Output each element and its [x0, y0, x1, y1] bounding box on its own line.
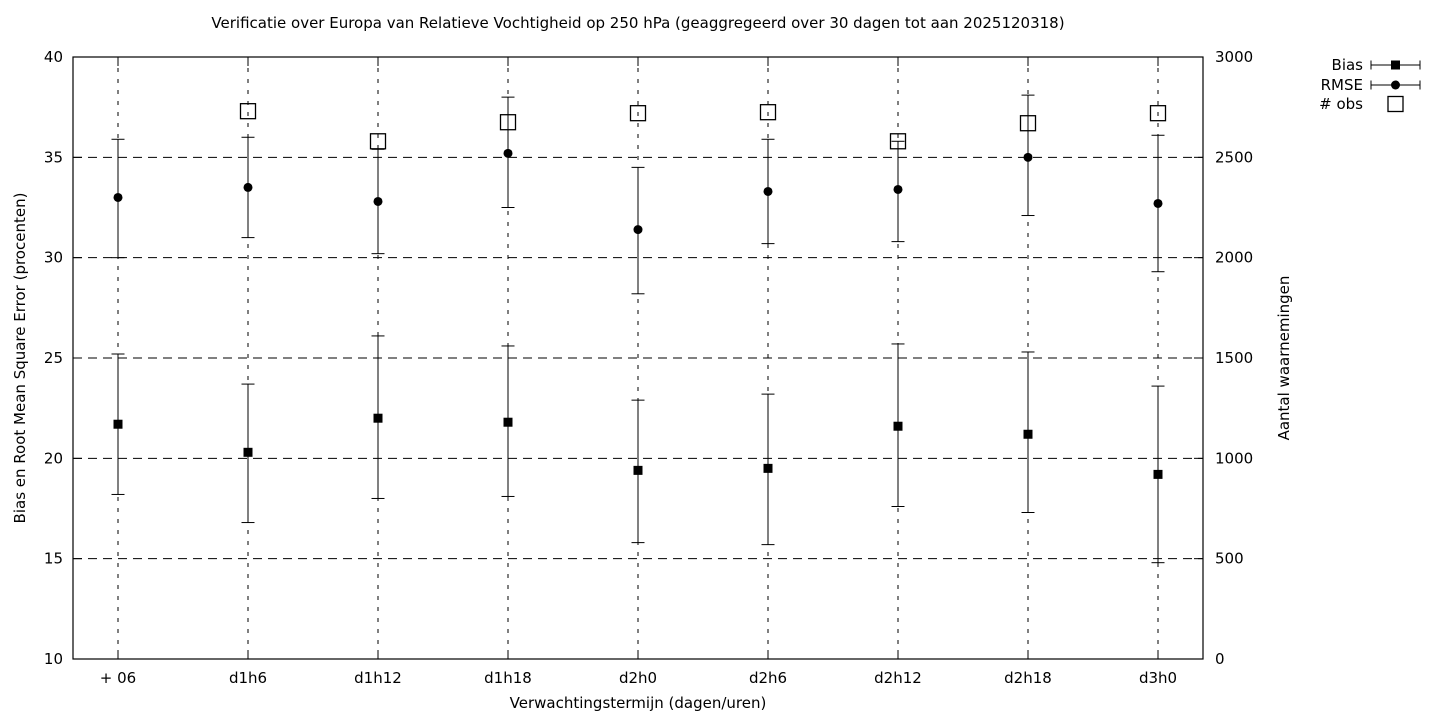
- x-tick-label: d2h0: [619, 669, 657, 687]
- rmse-marker: [893, 184, 903, 194]
- y-tick-label-right: 1000: [1215, 449, 1253, 467]
- obs-marker: [1149, 105, 1167, 122]
- x-tick-label: d2h18: [1004, 669, 1052, 687]
- obs-marker: [369, 133, 387, 150]
- y-tick-label-left: 20: [44, 449, 63, 467]
- y-tick-label-left: 30: [44, 249, 63, 267]
- bias-marker: [893, 421, 903, 431]
- x-tick-label: d2h12: [874, 669, 922, 687]
- legend-label-rmse: RMSE: [1321, 76, 1363, 94]
- y-tick-label-left: 10: [44, 650, 63, 668]
- chart-title: Verificatie over Europa van Relatieve Vo…: [211, 14, 1065, 32]
- y-tick-label-right: 2000: [1215, 249, 1253, 267]
- y-tick-label-right: 1500: [1215, 349, 1253, 367]
- legend-marker-obs: [1387, 95, 1404, 113]
- bias-marker: [113, 419, 123, 429]
- x-tick-label: d1h6: [229, 669, 267, 687]
- legend-label-obs: # obs: [1319, 95, 1363, 113]
- x-tick-label: d2h6: [749, 669, 787, 687]
- bias-marker: [1023, 429, 1033, 439]
- rmse-marker: [243, 182, 253, 192]
- bias-marker: [633, 465, 643, 475]
- bias-marker: [1153, 469, 1163, 479]
- bias-marker: [243, 447, 253, 457]
- rmse-marker: [113, 192, 123, 202]
- bias-marker: [763, 463, 773, 473]
- legend-label-bias: Bias: [1332, 56, 1364, 74]
- y-tick-label-left: 15: [44, 550, 63, 568]
- y-tick-label-right: 0: [1215, 650, 1225, 668]
- y-tick-label-left: 25: [44, 349, 63, 367]
- obs-marker: [889, 133, 907, 150]
- y-tick-label-right: 2500: [1215, 148, 1253, 166]
- obs-marker: [629, 105, 647, 122]
- x-tick-label: + 06: [100, 669, 136, 687]
- x-tick-label: d1h12: [354, 669, 402, 687]
- legend-marker-rmse: [1391, 80, 1400, 90]
- rmse-marker: [1153, 198, 1163, 208]
- rmse-marker: [1023, 152, 1033, 162]
- plot-border: [72, 56, 1204, 660]
- obs-marker: [1019, 115, 1037, 132]
- x-tick-label: d1h18: [484, 669, 532, 687]
- y-tick-label-right: 500: [1215, 550, 1244, 568]
- rmse-marker: [763, 186, 773, 196]
- x-tick-label: d3h0: [1139, 669, 1177, 687]
- legend-marker-bias: [1391, 60, 1400, 70]
- y-tick-label-right: 3000: [1215, 48, 1253, 66]
- obs-marker: [499, 114, 517, 131]
- rmse-marker: [633, 225, 643, 235]
- obs-marker: [759, 104, 777, 121]
- x-axis-label: Verwachtingstermijn (dagen/uren): [509, 694, 767, 712]
- rmse-marker: [373, 196, 383, 206]
- y-tick-label-left: 40: [44, 48, 63, 66]
- bias-marker: [503, 417, 513, 427]
- obs-marker: [239, 103, 257, 120]
- y-tick-label-left: 35: [44, 148, 63, 166]
- rmse-marker: [503, 148, 513, 158]
- bias-marker: [373, 413, 383, 423]
